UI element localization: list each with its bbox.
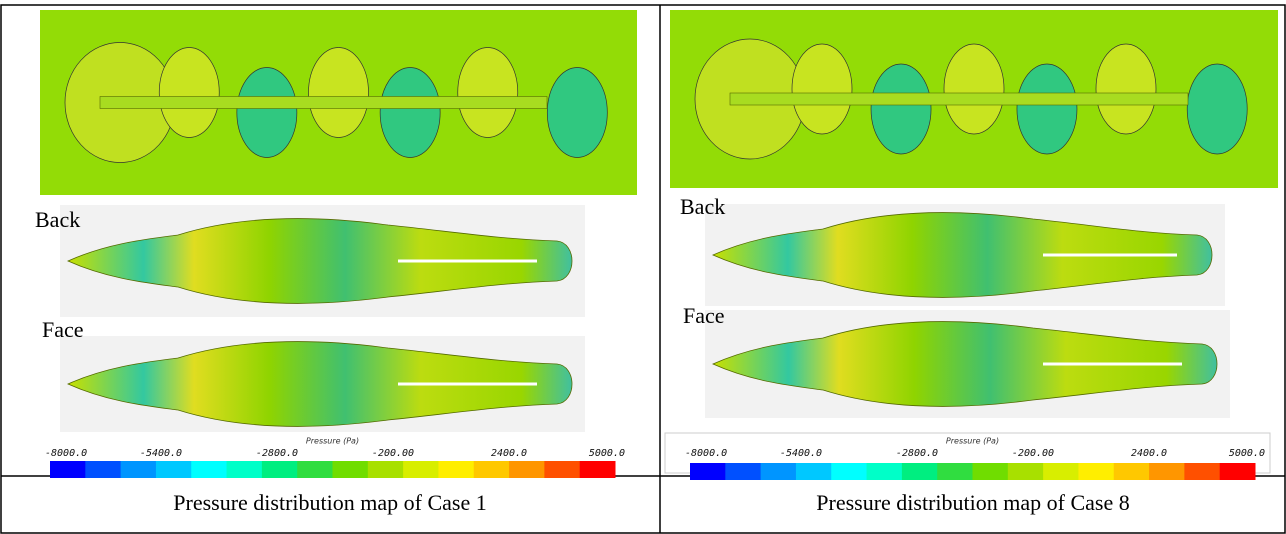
colorbar-swatch — [262, 461, 298, 478]
colorbar-swatch — [509, 461, 545, 478]
colorbar-tick-label: -2800.0 — [896, 448, 938, 459]
panel: Back Face Pressure (Pa) -8000.0 -5400.0 -2800… — [665, 10, 1278, 515]
colorbar-swatch — [1220, 463, 1256, 480]
colorbar-swatch — [156, 461, 192, 478]
back-label: Back — [680, 194, 725, 219]
colorbar-swatch — [544, 461, 580, 478]
colorbar-tick-label: 5000.0 — [589, 448, 625, 459]
colorbar-swatch — [297, 461, 333, 478]
colorbar-tick-label: 5000.0 — [1229, 448, 1265, 459]
caption: Pressure distribution map of Case 1 — [173, 490, 486, 515]
colorbar-swatch — [438, 461, 474, 478]
cfd-contour — [159, 48, 219, 138]
colorbar-swatch — [1078, 463, 1114, 480]
colorbar-tick-label: -5400.0 — [780, 448, 822, 459]
colorbar-swatch — [937, 463, 973, 480]
cfd-contour — [792, 44, 852, 134]
cfd-contour — [547, 68, 607, 158]
back-label: Back — [35, 207, 80, 232]
colorbar-swatch — [1008, 463, 1044, 480]
colorbar-tick-label: -2800.0 — [256, 448, 298, 459]
colorbar-tick-label: -8000.0 — [45, 448, 87, 459]
cfd-contour — [380, 68, 440, 158]
colorbar-swatch — [902, 463, 938, 480]
cfd-contour — [309, 48, 369, 138]
colorbar-tick-label: -200.00 — [1012, 448, 1054, 459]
colorbar-swatch — [1149, 463, 1185, 480]
colorbar-swatch — [1043, 463, 1079, 480]
colorbar-title: Pressure (Pa) — [306, 437, 359, 446]
colorbar-swatch — [761, 463, 797, 480]
cfd-contour — [458, 48, 518, 138]
colorbar-swatch — [690, 463, 726, 480]
colorbar-tick-label: -5400.0 — [140, 448, 182, 459]
face-label: Face — [42, 317, 84, 342]
cfd-contour — [1017, 64, 1077, 154]
cfd-contour — [1096, 44, 1156, 134]
colorbar-swatch — [333, 461, 369, 478]
colorbar-swatch — [121, 461, 157, 478]
colorbar-swatch — [831, 463, 867, 480]
colorbar-swatch — [403, 461, 439, 478]
colorbar-swatch — [50, 461, 86, 478]
colorbar-swatch — [368, 461, 404, 478]
cfd-contour — [1187, 64, 1247, 154]
colorbar-title: Pressure (Pa) — [946, 437, 999, 446]
colorbar-tick-label: 2400.0 — [491, 448, 527, 459]
colorbar-swatch — [867, 463, 903, 480]
figure-page: Back Face Pressure (Pa) -8000.0 -5400.0 -2800… — [0, 0, 1286, 534]
panel: Back Face Pressure (Pa) -8000.0 -5400.0 -2800… — [35, 10, 637, 515]
cfd-body — [730, 93, 1188, 105]
colorbar-swatch — [85, 461, 121, 478]
caption: Pressure distribution map of Case 8 — [816, 490, 1129, 515]
figure: Back Face Pressure (Pa) -8000.0 -5400.0 -2800… — [0, 0, 1286, 534]
colorbar-swatch — [725, 463, 761, 480]
colorbar-tick-label: -200.00 — [372, 448, 414, 459]
cfd-contour — [237, 68, 297, 158]
colorbar-tick-label: -8000.0 — [685, 448, 727, 459]
colorbar-swatch — [227, 461, 263, 478]
colorbar-swatch — [580, 461, 616, 478]
cfd-contour — [944, 44, 1004, 134]
face-label: Face — [683, 303, 725, 328]
colorbar-swatch — [1184, 463, 1220, 480]
colorbar-swatch — [191, 461, 227, 478]
colorbar-swatch — [973, 463, 1009, 480]
cfd-body — [100, 97, 547, 109]
cfd-contour — [871, 64, 931, 154]
colorbar-tick-label: 2400.0 — [1131, 448, 1167, 459]
colorbar-swatch — [1114, 463, 1150, 480]
colorbar-swatch — [474, 461, 510, 478]
colorbar-swatch — [796, 463, 832, 480]
